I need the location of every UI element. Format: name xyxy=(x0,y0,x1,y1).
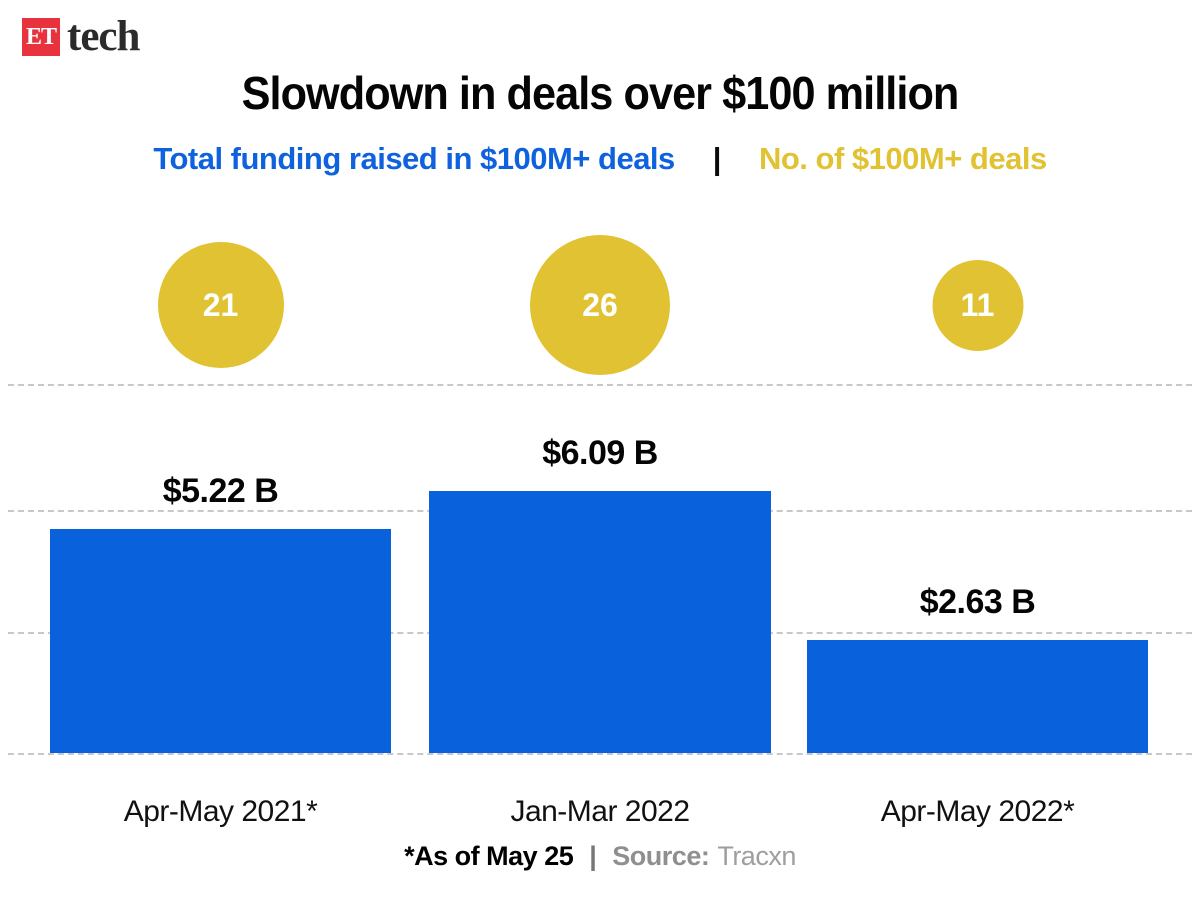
funding-bar xyxy=(50,529,391,753)
deal-count-value: 11 xyxy=(960,286,995,323)
source-value: Tracxn xyxy=(717,841,796,871)
tech-logo-text: tech xyxy=(67,13,140,60)
ettech-logo: ET tech xyxy=(22,13,140,60)
legend-deal-count-label: No. of $100M+ deals xyxy=(758,141,1047,176)
deal-count-value: 26 xyxy=(582,286,618,323)
legend-funding-label: Total funding raised in $100M+ deals xyxy=(153,141,675,176)
category-label: Jan-Mar 2022 xyxy=(510,795,690,828)
chart-legend: Total funding raised in $100M+ deals | N… xyxy=(0,141,1200,177)
et-logo-mark: ET xyxy=(22,18,60,56)
deal-count-bubble: 11 xyxy=(932,259,1023,351)
source-label: Source: xyxy=(612,841,710,871)
funding-bar xyxy=(807,640,1148,753)
gridline xyxy=(8,384,1192,386)
chart-column: 21 $5.22 B Apr-May 2021* xyxy=(50,0,391,903)
legend-separator: | xyxy=(712,141,722,176)
footer: *As of May 25 | Source: Tracxn xyxy=(0,841,1200,872)
chart-column: 11 $2.63 B Apr-May 2022* xyxy=(807,0,1148,903)
gridline-baseline xyxy=(8,753,1192,755)
footnote: *As of May 25 xyxy=(404,841,574,871)
deal-count-value: 21 xyxy=(202,286,239,323)
chart-title: Slowdown in deals over $100 million xyxy=(241,67,960,119)
deal-count-bubble: 21 xyxy=(157,242,284,368)
category-label: Apr-May 2021* xyxy=(123,795,318,828)
funding-bar xyxy=(429,491,771,753)
footer-separator: | xyxy=(589,841,597,871)
bar-value-label: $2.63 B xyxy=(919,583,1036,621)
category-label: Apr-May 2022* xyxy=(880,795,1075,828)
chart-column: 26 $6.09 B Jan-Mar 2022 xyxy=(429,0,771,903)
bar-value-label: $6.09 B xyxy=(542,434,658,472)
deal-count-bubble: 26 xyxy=(530,235,670,375)
bar-value-label: $5.22 B xyxy=(162,472,279,510)
